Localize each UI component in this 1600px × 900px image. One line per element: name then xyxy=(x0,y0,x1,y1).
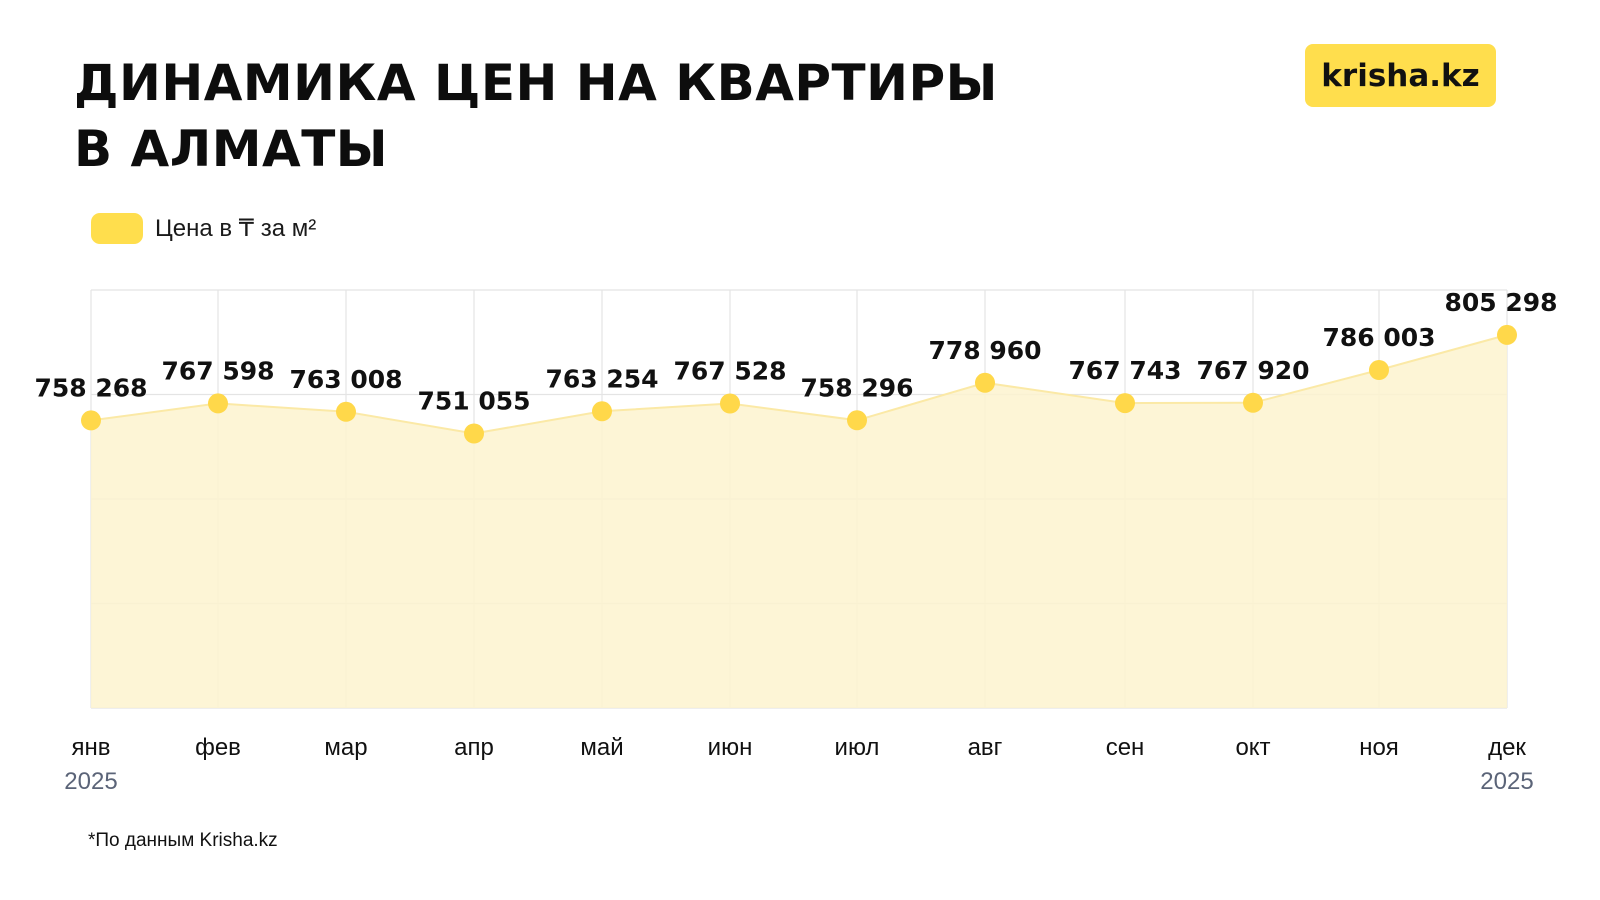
x-tick-label: ноя xyxy=(1359,734,1399,761)
title-line-2: В АЛМАТЫ xyxy=(74,120,389,178)
x-tick-label: дек xyxy=(1488,734,1526,761)
year-label-end: 2025 xyxy=(1480,768,1533,795)
data-point xyxy=(1497,324,1517,345)
title-line-1: ДИНАМИКА ЦЕН НА КВАРТИРЫ xyxy=(74,54,998,112)
x-tick-label: май xyxy=(580,734,623,761)
data-point xyxy=(975,372,995,393)
data-label: 758 268 xyxy=(34,373,147,402)
x-tick-label: окт xyxy=(1235,734,1270,761)
data-point xyxy=(592,401,612,422)
legend-swatch xyxy=(91,213,143,244)
x-tick-label: июн xyxy=(708,734,753,761)
footnote: *По данным Krisha.kz xyxy=(88,830,278,851)
krisha-logo: krisha.kz xyxy=(1305,44,1496,107)
x-tick-label: июл xyxy=(835,734,880,761)
data-point xyxy=(464,423,484,444)
data-label: 751 055 xyxy=(417,387,530,416)
data-label: 805 298 xyxy=(1444,288,1557,317)
year-label-start: 2025 xyxy=(64,768,117,795)
series-line xyxy=(90,333,1508,435)
data-point xyxy=(847,410,867,431)
data-point xyxy=(81,410,101,431)
data-label: 767 920 xyxy=(1196,356,1309,385)
data-point xyxy=(336,401,356,422)
data-point xyxy=(1369,360,1389,380)
legend-label: Цена в ₸ за м² xyxy=(155,215,317,242)
x-tick-label: мар xyxy=(324,734,367,761)
data-point xyxy=(208,393,228,414)
data-label: 767 598 xyxy=(161,356,274,385)
data-label: 763 254 xyxy=(545,364,658,393)
x-tick-label: фев xyxy=(195,734,241,761)
data-label: 767 743 xyxy=(1068,356,1181,385)
x-tick-label: авг xyxy=(968,734,1003,761)
x-tick-label: сен xyxy=(1106,734,1145,761)
data-label: 786 003 xyxy=(1322,323,1435,352)
x-tick-label: янв xyxy=(72,734,111,761)
data-label: 763 008 xyxy=(289,365,402,394)
data-label: 767 528 xyxy=(673,357,786,386)
area-fill xyxy=(91,334,1507,708)
data-label: 778 960 xyxy=(928,336,1041,365)
chart-legend: Цена в ₸ за м² xyxy=(91,213,316,244)
data-point xyxy=(1115,393,1135,414)
data-point xyxy=(720,393,740,414)
page-title: ДИНАМИКА ЦЕН НА КВАРТИРЫ В АЛМАТЫ xyxy=(74,50,998,182)
data-label: 758 296 xyxy=(800,373,913,402)
data-point xyxy=(1243,392,1263,413)
x-tick-label: апр xyxy=(454,734,494,761)
